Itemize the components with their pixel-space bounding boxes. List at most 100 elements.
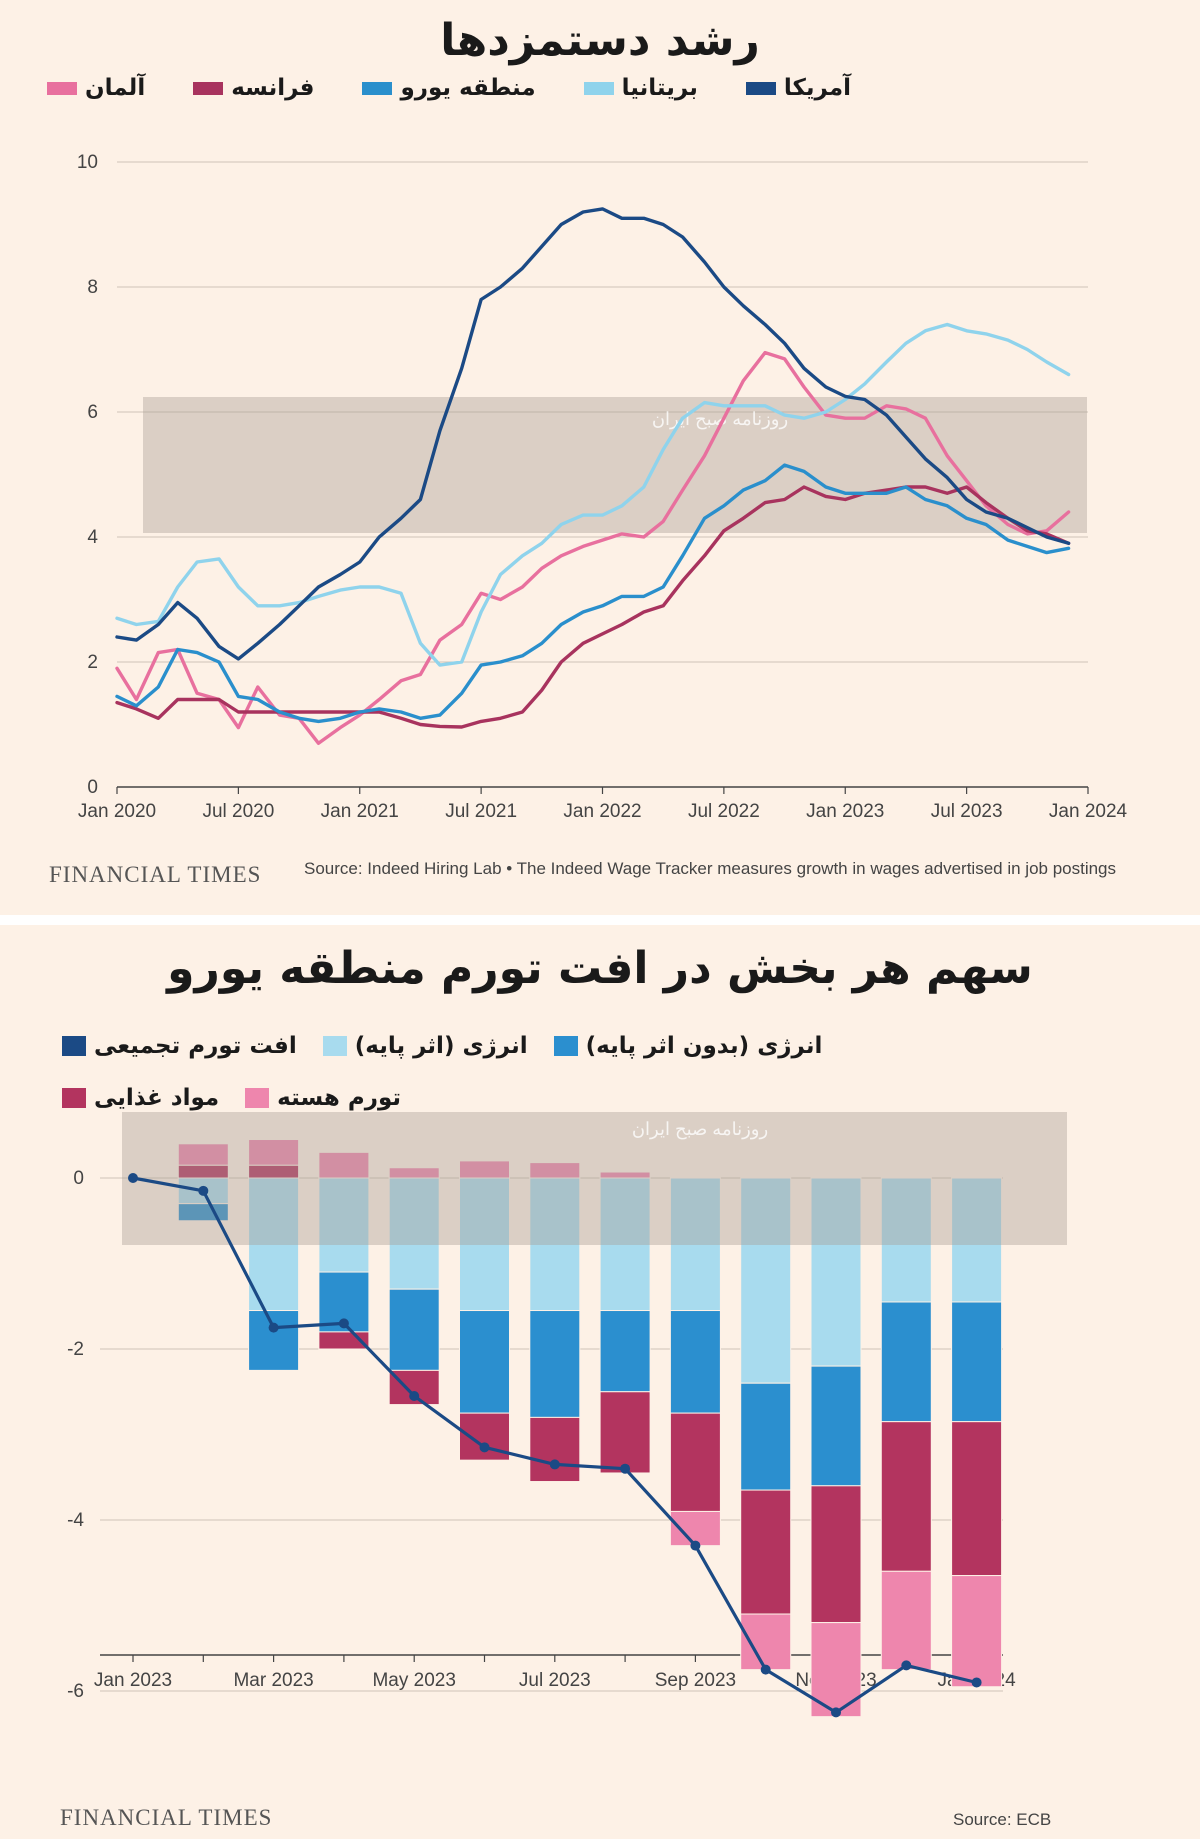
bar-segment (248, 1139, 300, 1166)
chart1-title: رشد دستمزدها (440, 15, 760, 66)
ft-brand-2: FINANCIAL TIMES (60, 1805, 273, 1830)
legend-label: انرژی (اثر پایه) (354, 1033, 528, 1059)
bar-segment (880, 1301, 932, 1423)
legend-item: منطقه یورو (362, 75, 536, 101)
legend-item: بریتانیا (583, 75, 698, 101)
bar-segment (599, 1171, 651, 1179)
legend-item: انرژی (بدون اثر پایه) (553, 1033, 822, 1059)
bar-segment (529, 1177, 581, 1312)
cumulative-point (901, 1660, 912, 1671)
y-tick-label: -4 (67, 1510, 84, 1531)
legend-swatch (583, 81, 614, 95)
watermark-band (122, 1112, 1067, 1245)
x-tick-label: Jan 2024 (1049, 801, 1128, 822)
legend-swatch (362, 81, 393, 95)
cumulative-point (971, 1677, 982, 1688)
x-tick-label: Jul 2023 (931, 801, 1003, 822)
legend-swatch (62, 1036, 86, 1056)
legend-item: افت تورم تجمیعی (62, 1033, 297, 1059)
bar-segment (459, 1160, 510, 1179)
wage-growth-panel: رشد دستمزدها آلمان فرانسه منطقه یورو بریتان… (0, 0, 1200, 915)
bar-segment (669, 1510, 721, 1547)
cumulative-point (690, 1540, 701, 1551)
legend-item: مواد غذایی (62, 1085, 219, 1111)
x-tick-label: Jan 2020 (78, 801, 156, 822)
x-tick-label: Jan 2021 (321, 801, 399, 822)
x-tick-label: May 2023 (372, 1670, 455, 1691)
watermark-text: روزنامه صبح ایران (632, 1119, 768, 1140)
cumulative-point (831, 1707, 841, 1718)
bar-segment (388, 1167, 440, 1179)
bar-segment (248, 1310, 300, 1371)
cumulative-point (338, 1318, 349, 1329)
bar-segment (880, 1177, 932, 1303)
bar-segment (529, 1416, 581, 1483)
legend-label: مواد غذایی (94, 1085, 220, 1111)
x-tick-label: Jul 2020 (202, 801, 274, 822)
legend-item: آلمان (47, 75, 145, 101)
bar-segment (740, 1177, 792, 1384)
bar-segment (810, 1485, 862, 1624)
bar-segment (740, 1489, 792, 1615)
chart2-source: Source: ECB (953, 1810, 1052, 1829)
legend-swatch (745, 81, 776, 95)
bar-segment (810, 1365, 862, 1487)
bar-segment (318, 1177, 370, 1273)
legend-label: تورم هسته (277, 1085, 402, 1111)
bar-segment (177, 1143, 229, 1166)
bar-segment (459, 1177, 510, 1312)
disinflation-panel: سهم هر بخش در افت تورم منطقه یورو افت تو… (0, 925, 1200, 1839)
legend-item: فرانسه (193, 75, 314, 101)
legend-item: آمریکا (745, 75, 851, 101)
bar-segment (880, 1570, 932, 1671)
bar-segment (529, 1162, 581, 1179)
legend-label: بریتانیا (621, 75, 698, 101)
bar-segment (388, 1288, 440, 1371)
bar-segment (951, 1575, 1003, 1688)
x-tick-label: Sep 2023 (655, 1670, 736, 1691)
y-tick-label: -2 (67, 1339, 84, 1360)
y-tick-label: 4 (87, 527, 98, 548)
bar-segment (951, 1301, 1003, 1423)
cumulative-point (620, 1463, 631, 1474)
legend-swatch (62, 1088, 86, 1108)
legend-swatch (322, 1036, 347, 1056)
series-line (115, 463, 1071, 724)
cumulative-point (549, 1459, 560, 1470)
x-tick-label: Jan 2023 (94, 1670, 172, 1691)
disinflation-chart: 0 -2 -4 -6 Jan 2023 Mar 2023 May 2023 Jul 2023 S… (67, 1112, 1067, 1718)
cumulative-point (760, 1664, 771, 1675)
bar-segment (388, 1369, 440, 1406)
bar-segment (599, 1177, 651, 1312)
legend-label: آلمان (85, 75, 146, 101)
series-line (115, 485, 1071, 729)
x-tick-label: Jul 2022 (688, 801, 760, 822)
chart2-legend: افت تورم تجمیعی انرژی (اثر پایه) انرژی (بد… (62, 1033, 912, 1111)
chart2-title: سهم هر بخش در افت تورم منطقه یورو (167, 943, 1033, 994)
bar-segment (529, 1310, 581, 1418)
series-line (115, 322, 1071, 667)
x-tick-label: Jul 2023 (519, 1670, 591, 1691)
bar-segment (599, 1310, 651, 1393)
ft-brand-1: FINANCIAL TIMES (49, 862, 262, 887)
bar-segment (951, 1177, 1003, 1303)
wage-growth-chart: 0 2 4 6 8 10 Jan 2020 Jul 2020 Jan 2021 Jul 2021 J… (77, 152, 1128, 822)
cumulative-point (268, 1322, 279, 1333)
legend-swatch (193, 81, 224, 95)
y-tick-label: 6 (87, 402, 98, 423)
watermark-band (143, 397, 1087, 533)
x-tick-label: Jan 2023 (806, 801, 884, 822)
cumulative-point (198, 1185, 209, 1196)
cumulative-point (128, 1173, 138, 1183)
bar-segment (669, 1412, 721, 1512)
legend-item: انرژی (اثر پایه) (322, 1033, 528, 1059)
bar-segment (951, 1421, 1003, 1577)
x-tick-label: Mar 2023 (233, 1670, 313, 1691)
bar-segment (669, 1310, 721, 1414)
chart1-legend: آلمان فرانسه منطقه یورو بریتانیا آمریکا (47, 75, 851, 101)
series-line (115, 207, 1071, 661)
legend-item: تورم هسته (245, 1085, 401, 1111)
legend-swatch (47, 81, 77, 95)
legend-swatch (245, 1088, 270, 1108)
cumulative-point (479, 1442, 490, 1453)
